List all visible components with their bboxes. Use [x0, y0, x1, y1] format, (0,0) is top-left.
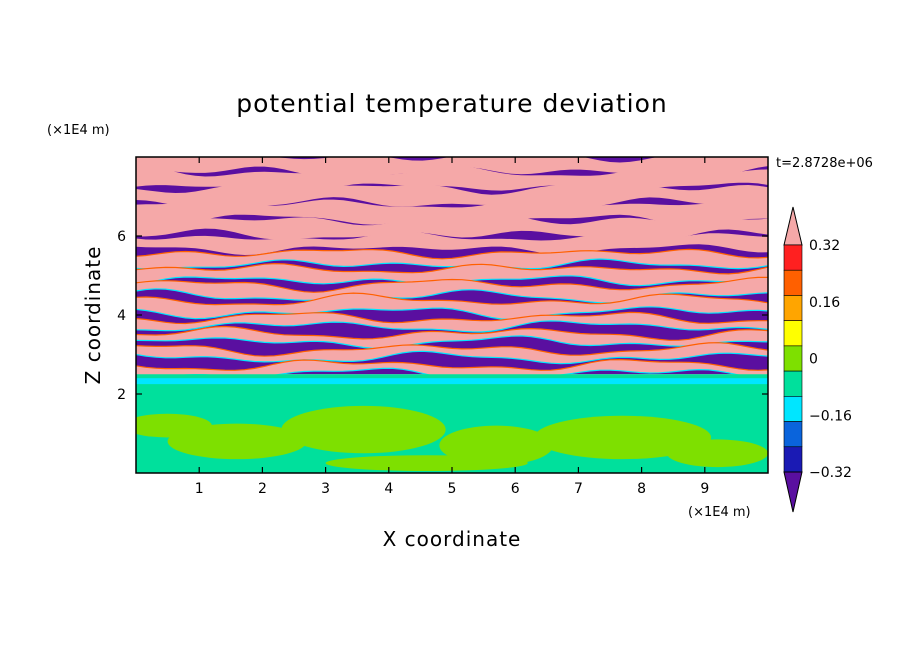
stripe-edge [136, 248, 768, 260]
stripe-edge [136, 335, 768, 350]
colorbar-segment [783, 295, 803, 321]
x-tick-label: 3 [321, 481, 330, 497]
stripe-edge [136, 350, 768, 365]
x-tick-label: 7 [574, 481, 583, 497]
positive-stripe [136, 359, 768, 380]
positive-stripe [136, 215, 768, 241]
x-tick-label: 5 [448, 481, 457, 497]
colorbar-label: 0.32 [809, 238, 840, 254]
x-axis-label: X coordinate [383, 527, 522, 551]
stripe-edge [136, 320, 768, 333]
y-axis-unit: (×1E4 m) [47, 123, 110, 138]
positive-stripe [136, 342, 768, 364]
colorbar-segment [783, 421, 803, 448]
colorbar-segment [783, 244, 803, 271]
y-axis: 2 4 6 [117, 229, 768, 403]
stripe-edge [136, 292, 768, 306]
colorbar-label: −0.32 [809, 465, 852, 481]
colorbar-segment [783, 370, 803, 397]
y-axis-label: Z coordinate [81, 246, 105, 385]
stripe-edge [136, 262, 768, 275]
positive-patch [136, 413, 212, 438]
time-label: t=2.8728e+06 [776, 156, 873, 171]
y-tick-label: 2 [117, 387, 126, 403]
heatmap-field [136, 157, 768, 473]
y-tick-label: 6 [117, 229, 126, 245]
x-tick-label: 9 [700, 481, 709, 497]
y-tick-label: 4 [117, 308, 126, 324]
positive-stripe [136, 263, 768, 286]
x-tick-label: 8 [637, 481, 646, 497]
interface-band-core [136, 378, 768, 385]
x-tick-label: 4 [384, 481, 393, 497]
colorbar-segment [783, 446, 803, 473]
x-tick-label: 6 [511, 481, 520, 497]
x-axis: 1 2 3 4 5 6 7 8 9 [195, 157, 709, 497]
positive-stripe [136, 197, 768, 226]
positive-patch [439, 425, 554, 466]
positive-patch [325, 455, 528, 472]
colorbar-segment [783, 269, 803, 296]
colorbar-label: 0 [809, 352, 818, 368]
positive-stripe [136, 249, 768, 269]
stripe-edge [136, 342, 768, 357]
colorbar-extend-low [783, 471, 803, 513]
stripe-edge [136, 311, 768, 325]
positive-stripe [136, 277, 768, 303]
stripe-edge [136, 276, 768, 293]
stripe-edge [136, 325, 768, 341]
positive-stripe [136, 312, 768, 332]
positive-stripe [136, 293, 768, 320]
stripe-edge [136, 258, 768, 270]
positive-patch [666, 439, 768, 468]
colorbar-label: 0.16 [809, 295, 840, 311]
chart-title: potential temperature deviation [236, 89, 667, 118]
colorbar-segment [783, 396, 803, 422]
colorbar-segment [783, 320, 803, 347]
positive-stripe [136, 326, 768, 349]
colorbar: 0.32 0.16 0 −0.16 −0.32 [783, 206, 852, 513]
positive-stripe [136, 184, 768, 208]
colorbar-label: −0.16 [809, 408, 852, 424]
stripe-edge [136, 306, 768, 321]
x-tick-label: 2 [258, 481, 267, 497]
x-tick-label: 1 [195, 481, 204, 497]
positive-stripe [136, 231, 768, 255]
positive-patch [534, 415, 712, 460]
plot-area [135, 156, 769, 474]
positive-patch [281, 405, 446, 454]
stripe-edge [136, 358, 768, 371]
x-axis-unit: (×1E4 m) [688, 505, 751, 520]
colorbar-extend-high [783, 206, 803, 246]
colorbar-segment [783, 345, 803, 372]
